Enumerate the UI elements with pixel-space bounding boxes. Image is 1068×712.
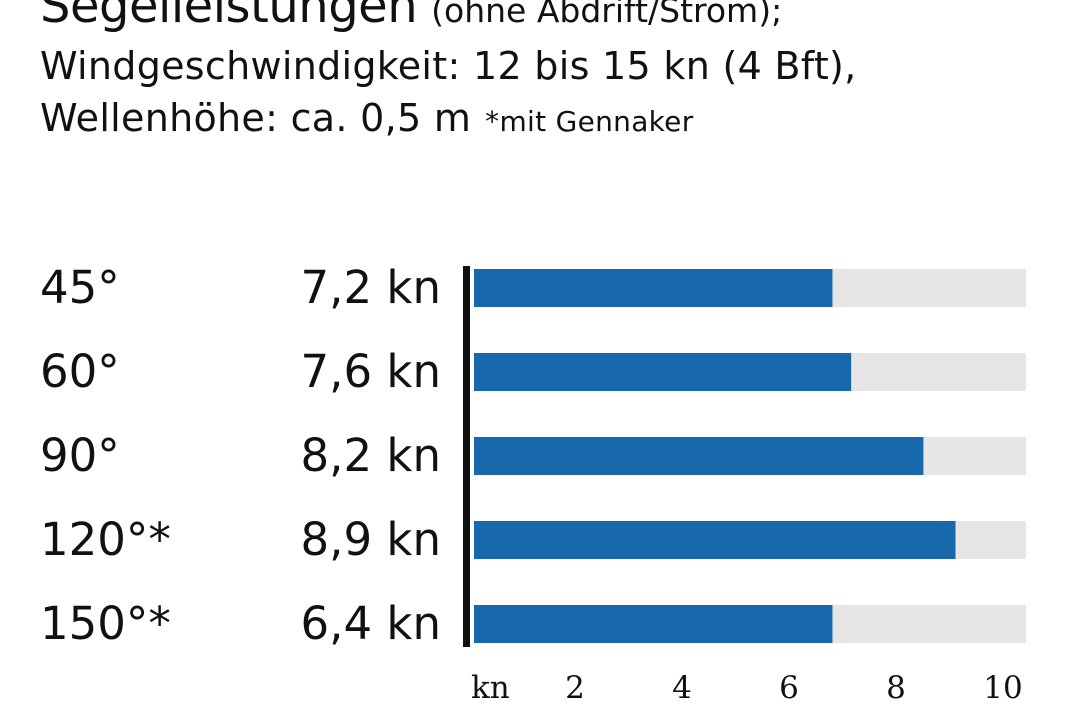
angle-label: 60° [40,345,120,398]
tick-label: 8 [886,670,906,706]
gennaker-footnote: *mit Gennaker [485,105,694,138]
tick-label: 2 [565,670,585,706]
title-row: Segelleistungen (ohne Abdrift/Strom); [40,0,857,38]
tick-label: 4 [672,670,692,706]
value-label: 7,6 kn [301,345,441,398]
angle-label: 120°* [40,513,171,566]
chart-subtitle: (ohne Abdrift/Strom); [431,0,783,30]
wind-speed-line: Windgeschwindigkeit: 12 bis 15 kn (4 Bft… [40,44,857,88]
axis-unit-label: kn [471,670,510,706]
value-label: 7,2 kn [301,261,441,314]
value-label: 8,9 kn [301,513,441,566]
value-label: 6,4 kn [301,597,441,650]
bar [474,269,833,307]
angle-label: 45° [40,261,120,314]
angle-label: 90° [40,429,120,482]
wave-height-row: Wellenhöhe: ca. 0,5 m *mit Gennaker [40,96,857,140]
bar [474,437,924,475]
angle-label: 150°* [40,597,171,650]
bar [474,521,956,559]
tick-label: 10 [983,670,1022,706]
chart-header: Segelleistungen (ohne Abdrift/Strom); Win… [40,0,857,140]
value-axis-line [463,266,470,647]
chart-title: Segelleistungen [40,0,418,34]
wave-height-text: Wellenhöhe: ca. 0,5 m [40,96,472,140]
value-label: 8,2 kn [301,429,441,482]
bar [474,605,833,643]
tick-label: 6 [779,670,799,706]
bar [474,353,852,391]
